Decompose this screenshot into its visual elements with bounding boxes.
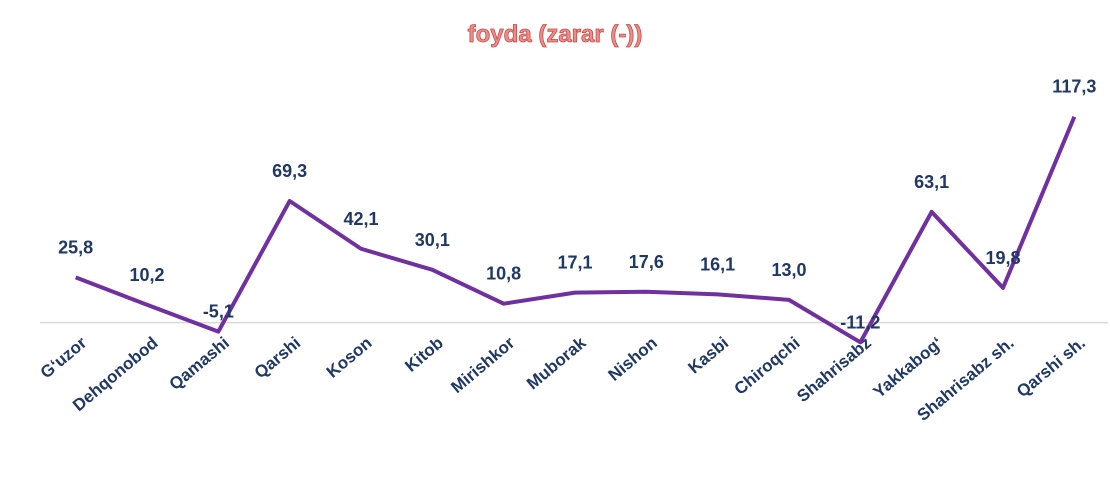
data-label: 63,1 (914, 172, 949, 192)
data-label: 25,8 (58, 237, 93, 257)
data-label: 117,3 (1052, 77, 1096, 97)
data-label: 16,1 (700, 254, 735, 274)
line (74, 115, 1077, 345)
x-tick-label: Mirishkor (447, 333, 518, 397)
x-tick-label: Qarshi (251, 333, 304, 382)
data-label: 69,3 (272, 161, 307, 181)
data-label: -5,1 (203, 302, 234, 322)
x-tick-label: Muborak (523, 333, 590, 393)
data-label: 17,1 (557, 253, 592, 273)
data-label: 13,0 (771, 260, 806, 280)
x-tick-label: Shahrisabz (793, 333, 875, 406)
data-label: 42,1 (343, 209, 378, 229)
data-label: 30,1 (415, 230, 450, 250)
x-tick-label: Kitob (401, 333, 446, 375)
chart-title: foyda (zarar (-)) (468, 21, 643, 48)
data-label: 10,8 (486, 264, 521, 284)
x-tick-label: G‘uzor (37, 333, 91, 382)
x-tick-label: Nishon (605, 333, 661, 385)
x-tick-label: Koson (323, 333, 376, 382)
data-label: 17,6 (629, 252, 664, 272)
x-tick-label: Qarshi sh. (1013, 333, 1089, 401)
data-label: -11,2 (840, 312, 880, 332)
x-tick-label: Qamashi (166, 333, 233, 394)
x-tick-label: Chiroqchi (731, 333, 804, 399)
data-label: 19,8 (985, 248, 1020, 268)
x-tick-label: Kasbi (685, 333, 733, 377)
data-label: 10,2 (129, 265, 164, 285)
